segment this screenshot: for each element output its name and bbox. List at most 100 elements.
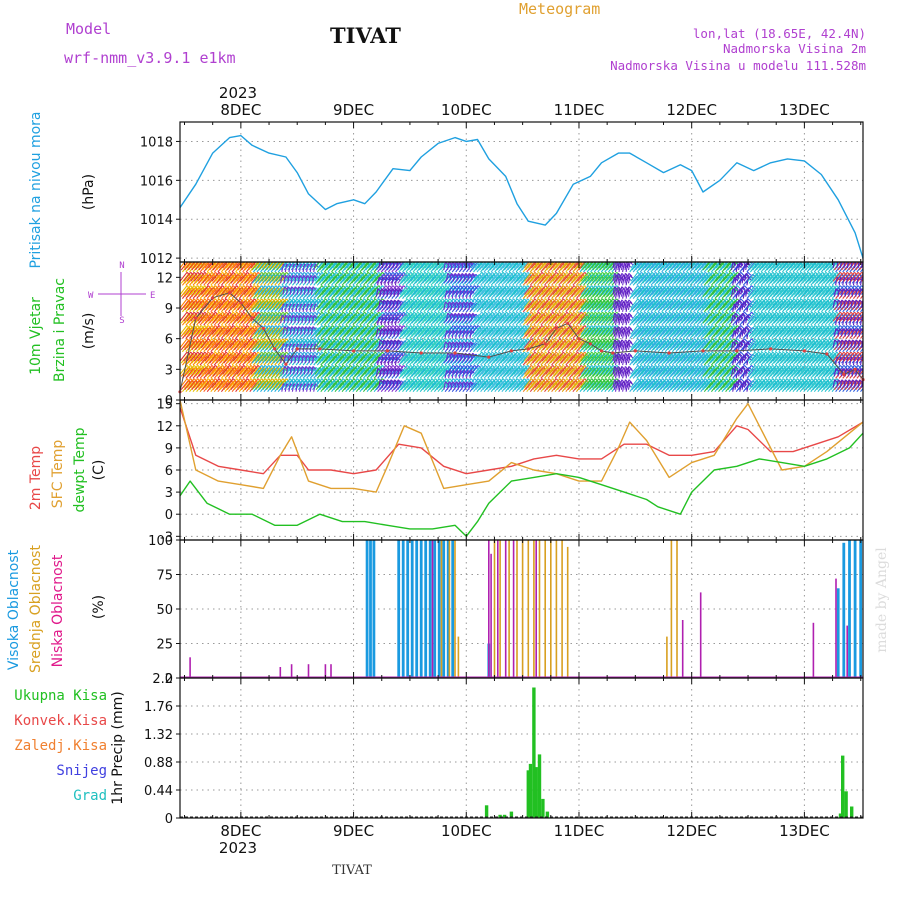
- wind-barb-flag: [293, 311, 297, 316]
- wind-barb-flag: [332, 298, 336, 303]
- wind-barb-flag: [339, 378, 344, 383]
- wind-barb: [310, 338, 319, 349]
- wind-barb: [200, 262, 207, 269]
- wind-barb-flag: [332, 325, 336, 329]
- wind-barb-flag: [300, 378, 304, 383]
- wind-barb-flag: [225, 285, 230, 289]
- wind-barb: [257, 338, 266, 349]
- wind-barb: [223, 273, 232, 284]
- wind-barb-flag: [186, 271, 191, 276]
- wind-barb-flag: [190, 298, 194, 303]
- wind-barb: [183, 338, 192, 349]
- wind-barb: [351, 380, 360, 391]
- wind-barb: [327, 262, 336, 273]
- wind-barb: [352, 275, 361, 286]
- wind-barb-flag: [200, 285, 205, 289]
- wind-barb: [456, 273, 459, 282]
- wind-barb: [335, 311, 344, 322]
- wind-barb-flag: [264, 351, 269, 356]
- wind-barb: [229, 262, 236, 269]
- wind-barb: [239, 271, 248, 282]
- wind-barb: [361, 313, 370, 324]
- wind-barb: [226, 313, 235, 324]
- wind-barb-flag: [254, 298, 258, 303]
- wind-barb: [185, 275, 194, 286]
- wind-barb: [372, 273, 381, 284]
- wind-barb: [385, 339, 388, 348]
- wind-barb: [316, 289, 325, 299]
- wind-barb: [365, 380, 374, 391]
- wind-barb: [223, 300, 232, 311]
- wind-barb-flag: [325, 351, 329, 356]
- wind-barb: [345, 315, 354, 326]
- wind-barb: [315, 313, 324, 324]
- wind-barb: [360, 311, 369, 322]
- wind-barb: [184, 367, 193, 377]
- wind-barb-flag: [239, 338, 244, 343]
- wind-barb: [333, 273, 342, 284]
- wind-barb-flag: [379, 299, 384, 304]
- wind-barb: [186, 378, 195, 389]
- wind-barb: [235, 275, 244, 286]
- wind-barb: [340, 287, 349, 297]
- wind-barb: [249, 275, 258, 286]
- wind-barb: [237, 273, 246, 284]
- wind-barb: [445, 352, 449, 362]
- wind-barb-flag: [268, 285, 273, 289]
- wind-barb: [231, 355, 240, 366]
- wind-barb: [313, 263, 316, 273]
- wind-barb-flag: [222, 285, 226, 289]
- wind-barb-flag: [310, 271, 315, 276]
- wind-barb: [328, 365, 337, 375]
- wind-barb: [261, 365, 270, 375]
- wind-barb-flag: [313, 354, 318, 359]
- wind-barb-flag: [222, 311, 226, 316]
- temp-title-dewpt: dewpt Temp: [72, 427, 88, 512]
- wind-barb: [314, 351, 323, 362]
- wind-barb: [327, 382, 336, 393]
- wind-barb: [298, 303, 302, 313]
- wind-barb: [267, 382, 276, 393]
- wind-barb: [265, 340, 274, 351]
- wind-barb: [387, 317, 391, 326]
- wind-barb: [269, 367, 278, 377]
- wind-barb: [251, 287, 260, 297]
- wind-barb: [236, 378, 245, 389]
- wind-barb: [219, 273, 228, 284]
- wind-barb-flag: [387, 339, 391, 344]
- wind-barb-flag: [193, 378, 198, 383]
- wind-barb: [306, 343, 309, 352]
- wind-barb-flag: [250, 378, 255, 383]
- wind-barb-flag: [257, 365, 262, 369]
- wind-barb: [334, 275, 343, 286]
- wind-barb-flag: [286, 271, 290, 276]
- wind-barb: [213, 315, 222, 326]
- wind-barb: [210, 342, 219, 353]
- wind-barb-flag: [357, 285, 361, 289]
- wind-barb: [189, 275, 197, 286]
- wind-barb: [207, 378, 216, 389]
- wind-barb: [335, 325, 344, 335]
- wind-barb: [344, 340, 352, 351]
- wind-barb: [336, 287, 345, 297]
- wind-barb: [332, 298, 341, 309]
- wind-barb-flag: [357, 378, 361, 383]
- wind-barb: [220, 329, 229, 339]
- wind-barb-flag: [296, 311, 301, 316]
- wind-barb: [306, 383, 309, 392]
- wind-barb: [362, 289, 371, 299]
- wind-barb: [322, 300, 331, 311]
- wind-barb: [223, 287, 232, 297]
- wind-barb-flag: [312, 286, 317, 290]
- wind-barb: [355, 275, 364, 286]
- wind-barb: [211, 325, 220, 335]
- wind-barb: [202, 340, 210, 351]
- wind-barb: [334, 355, 343, 366]
- precip-ylabel: 1hr Precip (mm) Ukupna Kisa Konvek.Kisa …: [14, 688, 126, 805]
- wind-barb-flag: [389, 351, 393, 356]
- wind-barb: [338, 262, 347, 273]
- watermark: made by Angel: [874, 547, 890, 653]
- wind-barb: [341, 355, 350, 366]
- wind-barb: [384, 356, 387, 366]
- wind-barb: [353, 325, 362, 335]
